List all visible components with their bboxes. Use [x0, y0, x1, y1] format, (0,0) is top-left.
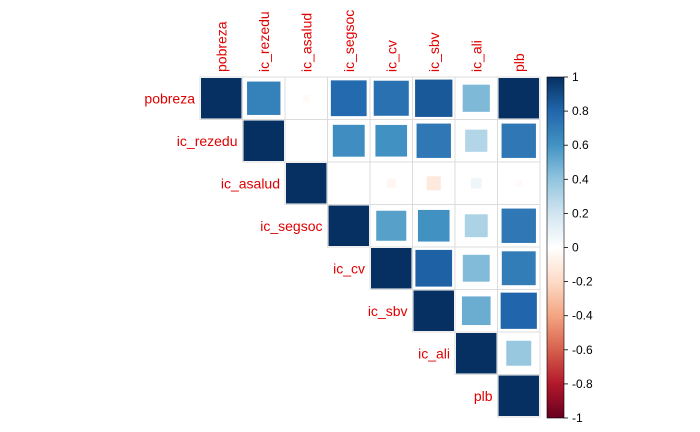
col-label-ic_cv: ic_cv [383, 40, 399, 72]
corr-square-ic_cv-ic_sbv [415, 249, 453, 287]
colorbar-tick-label: -0.8 [572, 377, 593, 391]
corr-square-ic_segsoc-ic_ali [464, 214, 488, 238]
corr-square-ic_rezedu-ic_segsoc [332, 124, 365, 157]
colorbar-tick-label: 0.2 [572, 206, 589, 220]
corr-square-ic_cv-ic_ali [462, 254, 490, 282]
corr-square-ic_rezedu-ic_rezedu [243, 120, 284, 161]
corr-square-pobreza-pobreza [201, 78, 242, 119]
colorbar-tick-label: 1 [572, 70, 579, 84]
corr-square-pobreza-ic_sbv [415, 79, 453, 117]
corr-square-ic_sbv-ic_sbv [413, 290, 454, 331]
corr-square-ic_ali-ic_ali [456, 333, 497, 374]
corr-square-pobreza-ic_cv [373, 80, 409, 116]
col-label-ic_segsoc: ic_segsoc [341, 10, 357, 72]
corr-square-ic_segsoc-ic_sbv [417, 209, 450, 242]
corr-square-ic_segsoc-plb [501, 208, 536, 243]
corr-square-ic_cv-plb [501, 251, 536, 286]
corr-square-pobreza-ic_segsoc [330, 80, 367, 117]
col-label-pobreza: pobreza [213, 21, 229, 72]
corr-square-ic_asalud-ic_sbv [426, 176, 441, 191]
row-label-ic_cv: ic_cv [333, 260, 365, 276]
colorbar-tick-label: -1 [572, 411, 583, 425]
corr-square-ic_asalud-plb [515, 179, 523, 187]
corr-square-ic_cv-ic_cv [371, 248, 412, 289]
grid-cell [454, 119, 498, 163]
colorbar-tick-label: 0.8 [572, 104, 589, 118]
corr-square-ic_segsoc-ic_cv [376, 210, 407, 241]
col-label-ic_rezedu: ic_rezedu [256, 11, 272, 72]
row-label-pobreza: pobreza [144, 90, 195, 106]
corr-square-ic_rezedu-plb [501, 123, 536, 158]
row-label-plb: plb [474, 388, 493, 404]
corr-square-pobreza-ic_rezedu [247, 81, 281, 115]
colorbar-tick-label: -0.6 [572, 343, 593, 357]
corr-square-plb-plb [498, 375, 539, 416]
corr-square-ic_rezedu-ic_ali [465, 129, 488, 152]
col-labels: pobreza ic_rezedu ic_asalud ic_segsoc ic_cv i… [213, 10, 527, 72]
row-label-ic_ali: ic_ali [418, 345, 450, 361]
colorbar-tick-label: -0.4 [572, 309, 593, 323]
corr-square-ic_asalud-ic_segsoc [348, 183, 349, 184]
corr-square-ic_rezedu-ic_asalud [306, 140, 307, 141]
corr-square-pobreza-ic_ali [462, 84, 490, 112]
corr-square-ic_rezedu-ic_cv [375, 124, 408, 157]
corr-square-ic_segsoc-ic_segsoc [328, 205, 369, 246]
col-label-ic_sbv: ic_sbv [426, 32, 442, 72]
colorbar-tick-label: -0.2 [572, 275, 593, 289]
corr-square-ic_sbv-ic_ali [461, 296, 491, 326]
colorbar-tick-label: 0 [572, 241, 579, 255]
corr-square-ic_sbv-plb [500, 292, 537, 329]
colorbar-tick-label: 0.6 [572, 138, 589, 152]
row-label-ic_sbv: ic_sbv [368, 303, 408, 319]
corr-square-pobreza-ic_asalud [302, 94, 310, 102]
colorbar-gradient [546, 76, 565, 419]
row-label-ic_rezedu: ic_rezedu [177, 133, 238, 149]
row-labels: pobreza ic_rezedu ic_asalud ic_segsoc ic_cvi… [144, 90, 492, 404]
col-label-ic_ali: ic_ali [468, 40, 484, 72]
corr-square-pobreza-plb [498, 78, 539, 119]
cells-layer [201, 78, 539, 416]
col-label-plb: plb [511, 53, 527, 72]
corr-square-ic_asalud-ic_cv [386, 178, 396, 188]
corr-square-ic_asalud-ic_asalud [286, 163, 327, 204]
corr-square-ic_rezedu-ic_sbv [416, 123, 451, 158]
colorbar-tick-label: 0.4 [572, 172, 589, 186]
row-label-ic_asalud: ic_asalud [221, 175, 280, 191]
corr-square-ic_ali-plb [506, 340, 532, 366]
row-label-ic_segsoc: ic_segsoc [260, 218, 322, 234]
col-label-ic_asalud: ic_asalud [298, 13, 314, 72]
colorbar: 1 0.8 0.6 0.4 0.2 0 -0.2 -0.4 -0.6 -0.8 -1 [546, 70, 593, 425]
corr-square-ic_asalud-ic_ali [470, 177, 482, 189]
